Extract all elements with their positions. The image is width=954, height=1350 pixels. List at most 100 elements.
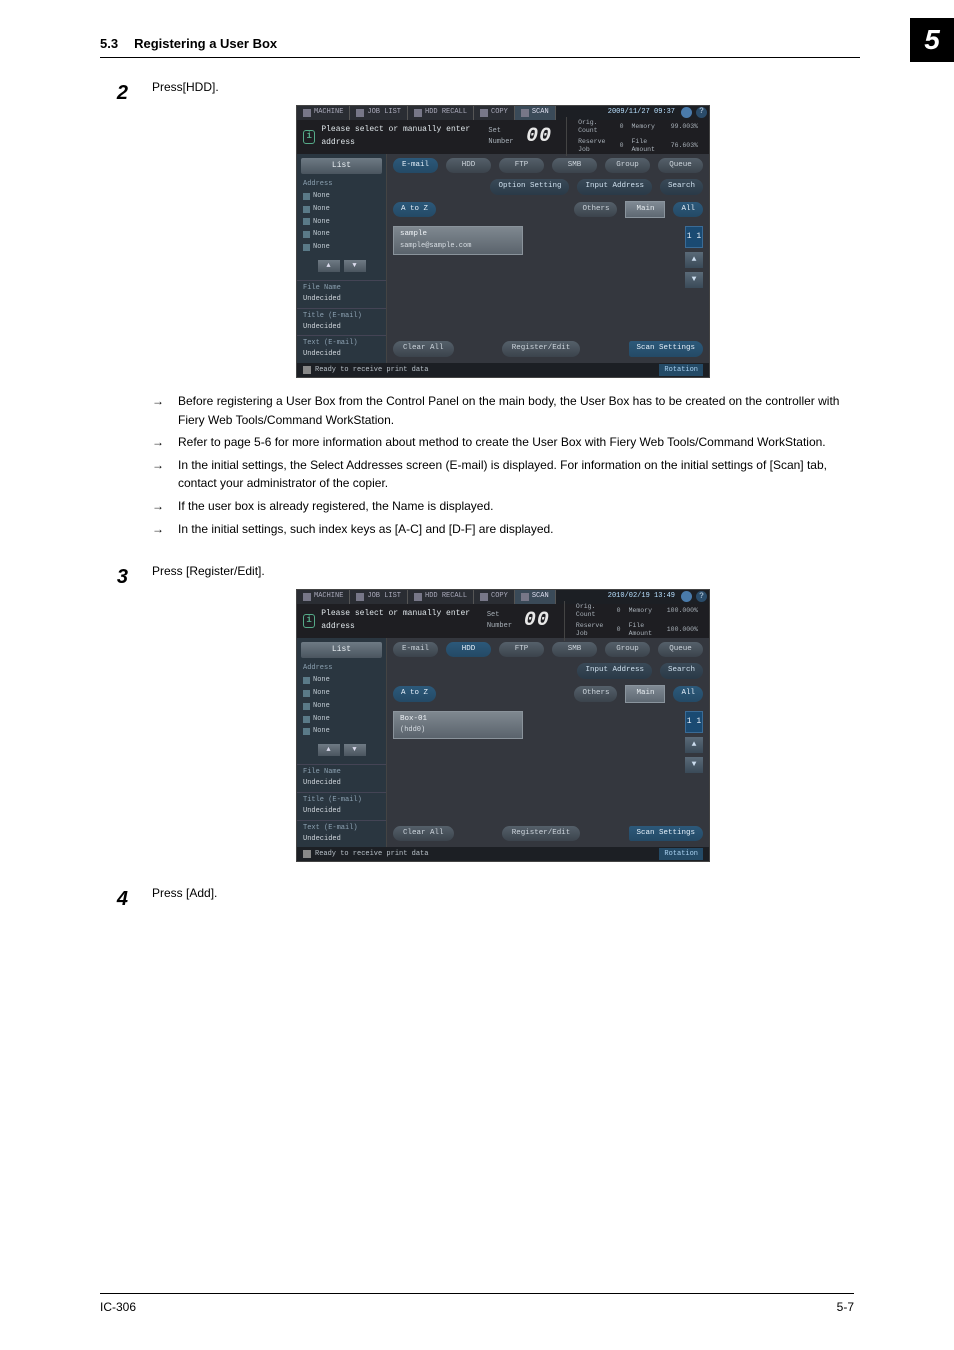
- page-up-button[interactable]: ▲: [685, 252, 703, 268]
- tab-copy-label: COPY: [491, 107, 508, 118]
- filter-atoz[interactable]: A to Z: [393, 686, 436, 702]
- bullet-text: If the user box is already registered, t…: [178, 497, 494, 516]
- search-button[interactable]: Search: [660, 179, 703, 195]
- main-tab-group[interactable]: Group: [605, 158, 650, 174]
- filter-others[interactable]: Others: [574, 686, 617, 702]
- clear-all-button[interactable]: Clear All: [393, 341, 454, 357]
- main-tab-queue[interactable]: Queue: [658, 158, 703, 174]
- scroll-down-button[interactable]: ▼: [344, 260, 366, 272]
- main-tab-ftp[interactable]: FTP: [499, 642, 544, 658]
- title-email-value: Undecided: [303, 806, 380, 817]
- main-tab-hdd[interactable]: HDD: [446, 158, 491, 174]
- page-up-button[interactable]: ▲: [685, 737, 703, 753]
- search-button[interactable]: Search: [660, 663, 703, 679]
- dest-icon: [303, 244, 310, 251]
- title-email-label: Title (E-mail): [303, 795, 380, 806]
- input-address-button[interactable]: Input Address: [577, 663, 652, 679]
- prompt-text: Please select or manually enter address: [321, 608, 481, 633]
- main-tab-hdd[interactable]: HDD: [446, 642, 491, 658]
- filter-others[interactable]: Others: [574, 202, 617, 218]
- scan-settings-button[interactable]: Scan Settings: [629, 826, 704, 842]
- addr-row: None: [297, 700, 386, 713]
- address-label: Address: [297, 176, 386, 190]
- text-email-label: Text (E-mail): [303, 823, 380, 834]
- filter-main[interactable]: Main: [625, 201, 665, 219]
- footer-right: 5-7: [837, 1300, 854, 1314]
- step4-instruction: Press [Add].: [152, 884, 854, 903]
- dest-icon: [303, 716, 310, 723]
- main-tab-smb[interactable]: SMB: [552, 158, 597, 174]
- option-setting-button[interactable]: Option Setting: [490, 179, 569, 195]
- scan-settings-button[interactable]: Scan Settings: [629, 341, 704, 357]
- main-tab-queue[interactable]: Queue: [658, 642, 703, 658]
- addr-row: None: [297, 713, 386, 726]
- status-text: Ready to receive print data: [315, 365, 428, 376]
- page-down-button[interactable]: ▼: [685, 757, 703, 773]
- lock-icon: [303, 850, 311, 858]
- section-number: 5.3: [100, 36, 118, 51]
- scroll-up-button[interactable]: ▲: [318, 744, 340, 756]
- addr-row: None: [297, 674, 386, 687]
- addr-row: None: [297, 725, 386, 738]
- bullet-text: Before registering a User Box from the C…: [178, 392, 854, 429]
- tab-scan[interactable]: SCAN: [515, 590, 556, 604]
- bullet-text: In the initial settings, the Select Addr…: [178, 456, 854, 493]
- main-tab-group[interactable]: Group: [605, 642, 650, 658]
- dest-icon: [303, 690, 310, 697]
- scroll-up-button[interactable]: ▲: [318, 260, 340, 272]
- title-email-value: Undecided: [303, 322, 380, 333]
- dest-icon: [303, 677, 310, 684]
- filter-all[interactable]: All: [673, 686, 703, 702]
- set-number-label: Set Number: [487, 610, 518, 632]
- tab-job-list[interactable]: JOB LIST: [350, 106, 408, 120]
- page-down-button[interactable]: ▼: [685, 272, 703, 288]
- step2-instruction: Press[HDD].: [152, 78, 854, 97]
- scan-icon: [521, 109, 529, 117]
- main-tab-email[interactable]: E-mail: [393, 642, 438, 658]
- dest-icon: [303, 218, 310, 225]
- bullet-arrow-icon: →: [152, 520, 168, 539]
- tab-scan[interactable]: SCAN: [515, 106, 556, 120]
- bullet-text: Refer to page 5-6 for more information a…: [178, 433, 826, 452]
- tab-hdd-recall[interactable]: HDD RECALL: [408, 106, 474, 120]
- hdd-icon: [414, 109, 422, 117]
- rotation-button[interactable]: Rotation: [659, 364, 703, 376]
- scroll-down-button[interactable]: ▼: [344, 744, 366, 756]
- register-edit-button[interactable]: Register/Edit: [502, 826, 581, 842]
- tab-scan-label: SCAN: [532, 591, 549, 602]
- scan-icon: [521, 593, 529, 601]
- register-edit-button[interactable]: Register/Edit: [502, 341, 581, 357]
- clear-all-button[interactable]: Clear All: [393, 826, 454, 842]
- step-number-4: 4: [100, 884, 128, 915]
- main-tab-email[interactable]: E-mail: [393, 158, 438, 174]
- tab-copy-label: COPY: [491, 591, 508, 602]
- prompt-text: Please select or manually enter address: [321, 124, 482, 149]
- list-icon: [356, 109, 364, 117]
- address-entry[interactable]: sample sample@sample.com: [393, 226, 523, 254]
- tab-copy[interactable]: COPY: [474, 106, 515, 120]
- page-counter: 1 1: [685, 226, 703, 248]
- main-tab-ftp[interactable]: FTP: [499, 158, 544, 174]
- main-tab-smb[interactable]: SMB: [552, 642, 597, 658]
- address-entry[interactable]: Box-01 (hdd0): [393, 711, 523, 739]
- filter-main[interactable]: Main: [625, 685, 665, 703]
- filter-all[interactable]: All: [673, 202, 703, 218]
- tab-hdd-recall-label: HDD RECALL: [425, 107, 467, 118]
- text-email-value: Undecided: [303, 834, 380, 845]
- addr-row: None: [297, 216, 386, 229]
- tab-machine[interactable]: MACHINE: [297, 106, 350, 120]
- tab-hdd-recall[interactable]: HDD RECALL: [408, 590, 474, 604]
- info-icon: i: [303, 130, 315, 144]
- dest-icon: [303, 193, 310, 200]
- tab-copy[interactable]: COPY: [474, 590, 515, 604]
- input-address-button[interactable]: Input Address: [577, 179, 652, 195]
- list-button[interactable]: List: [301, 158, 382, 174]
- set-number-value: 00: [526, 121, 552, 152]
- tab-job-list[interactable]: JOB LIST: [350, 590, 408, 604]
- tab-machine[interactable]: MACHINE: [297, 590, 350, 604]
- step-number-2: 2: [100, 78, 128, 554]
- filter-atoz[interactable]: A to Z: [393, 202, 436, 218]
- list-button[interactable]: List: [301, 642, 382, 658]
- rotation-button[interactable]: Rotation: [659, 848, 703, 860]
- bullet-arrow-icon: →: [152, 497, 168, 516]
